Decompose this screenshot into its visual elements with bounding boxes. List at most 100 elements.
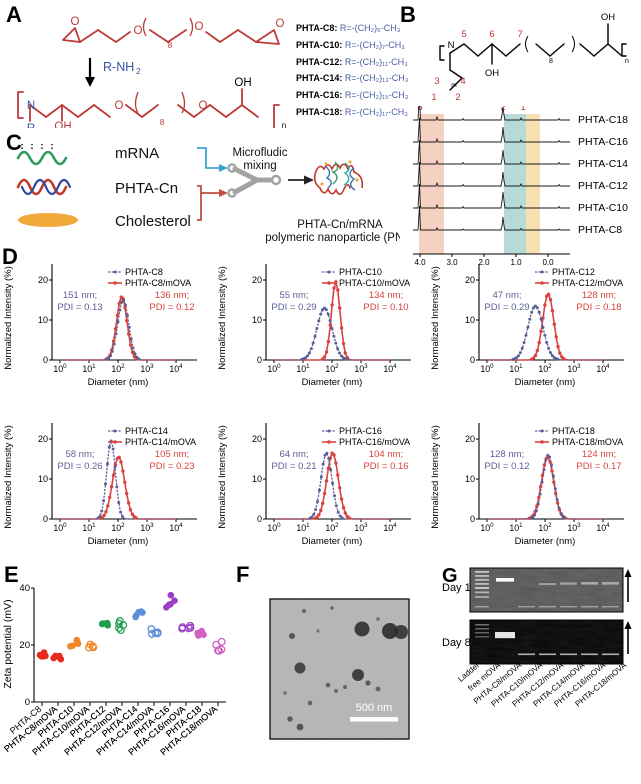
svg-text:100: 100 — [480, 363, 494, 374]
svg-text:100: 100 — [53, 522, 67, 533]
svg-text:101: 101 — [509, 363, 523, 374]
svg-text:8: 8 — [168, 41, 173, 50]
svg-text:20: 20 — [251, 275, 261, 285]
svg-text:55 nm;: 55 nm; — [279, 290, 308, 301]
svg-text:PDI = 0.17: PDI = 0.17 — [576, 461, 621, 472]
svg-text:20: 20 — [19, 640, 30, 651]
svg-text:PHTA-C10: PHTA-C10 — [339, 267, 382, 277]
svg-text:2: 2 — [136, 66, 141, 76]
svg-text:O: O — [134, 25, 143, 37]
svg-text:101: 101 — [509, 522, 523, 533]
svg-text:20: 20 — [38, 275, 48, 285]
svg-text:1: 1 — [520, 106, 525, 113]
svg-text:10: 10 — [465, 474, 475, 484]
svg-text:Diameter (nm): Diameter (nm) — [515, 377, 576, 388]
svg-text:102: 102 — [538, 363, 552, 374]
svg-text:103: 103 — [140, 522, 154, 533]
svg-text:OH: OH — [485, 68, 499, 79]
svg-text:136 nm;: 136 nm; — [155, 290, 189, 301]
svg-text:20: 20 — [251, 434, 261, 444]
svg-text:PHTA-C18: PHTA-C18 — [552, 426, 595, 436]
svg-text:PDI = 0.26: PDI = 0.26 — [57, 461, 102, 472]
svg-text:100: 100 — [480, 522, 494, 533]
svg-text:m: m — [451, 82, 456, 89]
svg-text:1: 1 — [431, 92, 436, 100]
svg-text:PDI = 0.10: PDI = 0.10 — [363, 302, 408, 313]
svg-text:PDI = 0.18: PDI = 0.18 — [576, 302, 621, 313]
svg-text:104 nm;: 104 nm; — [368, 449, 402, 460]
svg-text:104: 104 — [169, 363, 183, 374]
svg-text:134 nm;: 134 nm; — [368, 290, 402, 301]
svg-text:n: n — [625, 58, 629, 65]
svg-text:103: 103 — [140, 363, 154, 374]
svg-text:PHTA-C8: PHTA-C8 — [578, 224, 622, 236]
svg-text:PDI = 0.12: PDI = 0.12 — [149, 302, 194, 313]
svg-text:6: 6 — [489, 29, 494, 40]
svg-text:PHTA-C14: PHTA-C14 — [578, 158, 628, 170]
svg-text:Day 8: Day 8 — [442, 637, 471, 649]
svg-text:Normalized Intensity (%): Normalized Intensity (%) — [430, 425, 441, 528]
svg-text:PHTA-C16/mOVA: PHTA-C16/mOVA — [339, 437, 410, 447]
svg-text:101: 101 — [82, 522, 96, 533]
svg-text:20: 20 — [38, 434, 48, 444]
svg-text:10: 10 — [38, 315, 48, 325]
svg-text:4: 4 — [460, 76, 465, 87]
svg-text:PHTA-C10: PHTA-C10 — [578, 202, 628, 214]
svg-text:8: 8 — [549, 58, 553, 65]
svg-text:103: 103 — [567, 363, 581, 374]
svg-text:10: 10 — [465, 315, 475, 325]
svg-text:PHTA-C8: PHTA-C8 — [125, 267, 163, 277]
svg-text:Normalized Intensity (%): Normalized Intensity (%) — [430, 266, 441, 369]
svg-text:O: O — [115, 100, 124, 112]
svg-text:128 nm;: 128 nm; — [582, 290, 616, 301]
svg-text:PHTA-C18: PHTA-C18 — [578, 114, 628, 126]
svg-text:Diameter (nm): Diameter (nm) — [515, 536, 576, 547]
svg-text:PHTA-C16: PHTA-C16 — [339, 426, 382, 436]
svg-text:mRNA: mRNA — [115, 145, 159, 162]
svg-text:128 nm;: 128 nm; — [490, 449, 524, 460]
svg-text:PDI = 0.12: PDI = 0.12 — [484, 461, 529, 472]
svg-text:101: 101 — [296, 363, 310, 374]
svg-text:Cholesterol: Cholesterol — [115, 213, 191, 230]
svg-text:O: O — [199, 100, 208, 112]
svg-text:10: 10 — [38, 474, 48, 484]
svg-text:124 nm;: 124 nm; — [582, 449, 616, 460]
svg-text:104: 104 — [383, 522, 397, 533]
svg-text:103: 103 — [354, 363, 368, 374]
svg-text:58 nm;: 58 nm; — [65, 449, 94, 460]
svg-text:PHTA-C14: PHTA-C14 — [125, 426, 168, 436]
svg-text:O: O — [195, 21, 204, 33]
svg-text:n: n — [282, 121, 286, 128]
svg-text:OH: OH — [54, 121, 71, 128]
svg-text:20: 20 — [465, 434, 475, 444]
svg-text:PHTA-C18/mOVA: PHTA-C18/mOVA — [552, 437, 623, 447]
svg-text:N: N — [27, 100, 35, 112]
svg-text:5: 5 — [461, 29, 466, 40]
svg-text:102: 102 — [111, 363, 125, 374]
svg-text:10: 10 — [251, 474, 261, 484]
svg-text:0: 0 — [43, 514, 48, 524]
svg-text:0: 0 — [256, 514, 261, 524]
svg-text:102: 102 — [111, 522, 125, 533]
svg-text:N: N — [448, 40, 455, 51]
svg-text:PHTA-C16: PHTA-C16 — [578, 136, 628, 148]
svg-text:8: 8 — [160, 118, 165, 127]
svg-text:Diameter (nm): Diameter (nm) — [301, 536, 362, 547]
svg-text:40: 40 — [19, 583, 30, 594]
svg-text:PHTA-C12: PHTA-C12 — [578, 180, 628, 192]
svg-text:PHTA-Cn/mRNA: PHTA-Cn/mRNA — [297, 219, 383, 231]
svg-text:PHTA-C12/mOVA: PHTA-C12/mOVA — [552, 278, 623, 288]
svg-text:7: 7 — [517, 29, 522, 40]
svg-text:101: 101 — [296, 522, 310, 533]
svg-text:PHTA-C12: PHTA-C12 — [552, 267, 595, 277]
svg-text:Microfludic: Microfludic — [233, 147, 288, 159]
svg-text:Diameter (nm): Diameter (nm) — [88, 377, 149, 388]
svg-text:O: O — [71, 16, 80, 28]
svg-text:OH: OH — [601, 12, 615, 23]
svg-text:0: 0 — [470, 355, 475, 365]
svg-text:OH: OH — [234, 77, 251, 89]
svg-text:Zeta potential (mV): Zeta potential (mV) — [2, 599, 14, 688]
svg-text:PDI = 0.13: PDI = 0.13 — [57, 302, 102, 313]
svg-text:104: 104 — [596, 363, 610, 374]
svg-text:103: 103 — [567, 522, 581, 533]
